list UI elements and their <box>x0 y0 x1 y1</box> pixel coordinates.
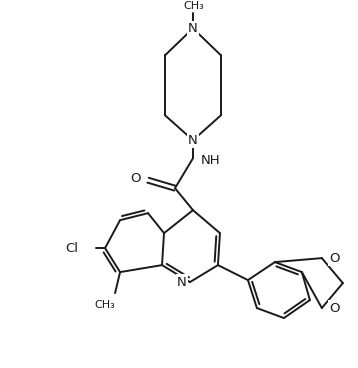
Text: NH: NH <box>201 154 221 167</box>
Text: N: N <box>188 22 198 35</box>
Text: O: O <box>329 301 339 315</box>
Text: CH₃: CH₃ <box>184 1 204 11</box>
Text: N: N <box>177 276 187 289</box>
Text: O: O <box>131 172 141 185</box>
Text: Cl: Cl <box>65 242 78 255</box>
Text: O: O <box>329 252 339 265</box>
Text: CH₃: CH₃ <box>95 300 115 310</box>
Text: N: N <box>188 134 198 147</box>
